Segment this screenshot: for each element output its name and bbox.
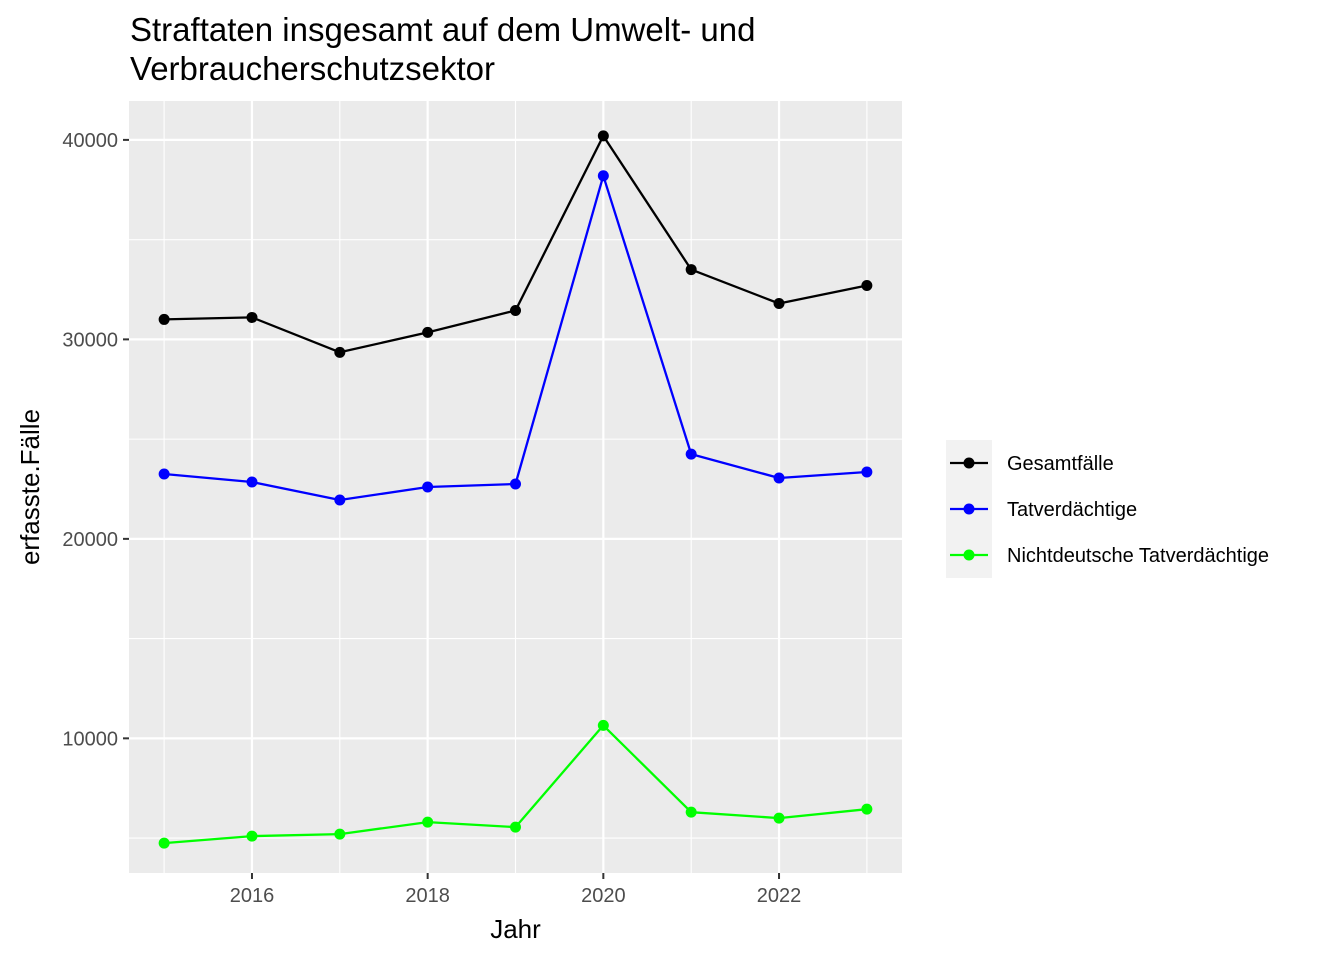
x-tick-label: 2022	[757, 885, 802, 907]
data-point	[422, 481, 434, 493]
chart-title-line-1: Straftaten insgesamt auf dem Umwelt- und	[130, 11, 755, 48]
data-point	[597, 719, 609, 731]
legend-label: Gesamtfälle	[1007, 453, 1114, 475]
data-point	[158, 313, 170, 325]
series-1	[158, 130, 873, 358]
data-point	[685, 448, 697, 460]
chart-title-line-2: Verbraucherschutzsektor	[130, 50, 495, 87]
data-point	[685, 806, 697, 818]
y-axis: 10000 20000 30000 40000	[62, 130, 129, 750]
data-point	[510, 821, 521, 833]
data-point	[422, 816, 434, 828]
legend-key-point	[963, 549, 975, 561]
y-tick-label: 40000	[62, 130, 118, 152]
y-tick-label: 30000	[62, 329, 118, 351]
y-tick-label: 20000	[62, 529, 118, 551]
data-point	[158, 468, 170, 480]
series-3	[158, 719, 873, 849]
data-point	[422, 326, 434, 338]
data-point	[510, 304, 521, 316]
x-axis: 2016 2018 2020 2022	[230, 873, 802, 907]
data-point	[597, 130, 609, 142]
series-layer	[158, 130, 873, 849]
data-point	[246, 311, 258, 323]
legend-label: Nichtdeutsche Tatverdächtige	[1007, 545, 1269, 567]
legend-key-point	[963, 503, 975, 515]
data-point	[510, 478, 521, 490]
data-point	[334, 828, 346, 840]
x-tick-label: 2016	[230, 885, 275, 907]
data-point	[334, 494, 346, 506]
legend: Gesamtfälle Tatverdächtige Nichtdeutsche T…	[946, 440, 1269, 578]
data-point	[773, 297, 785, 309]
data-point	[861, 803, 873, 815]
x-axis-title: Jahr	[490, 914, 541, 944]
data-point	[334, 346, 346, 358]
data-point	[246, 830, 258, 842]
legend-label: Tatverdächtige	[1007, 499, 1137, 521]
data-point	[861, 466, 873, 478]
x-tick-label: 2020	[581, 885, 626, 907]
x-tick-label: 2018	[405, 885, 450, 907]
data-point	[861, 280, 873, 292]
legend-key-point	[963, 457, 975, 469]
y-tick-label: 10000	[62, 728, 118, 750]
data-point	[685, 264, 697, 276]
series-2	[158, 170, 873, 506]
data-point	[597, 170, 609, 182]
data-point	[246, 476, 258, 488]
y-axis-title: erfasste.Fälle	[15, 409, 45, 565]
data-point	[773, 812, 785, 824]
data-point	[773, 472, 785, 484]
data-point	[158, 837, 170, 849]
